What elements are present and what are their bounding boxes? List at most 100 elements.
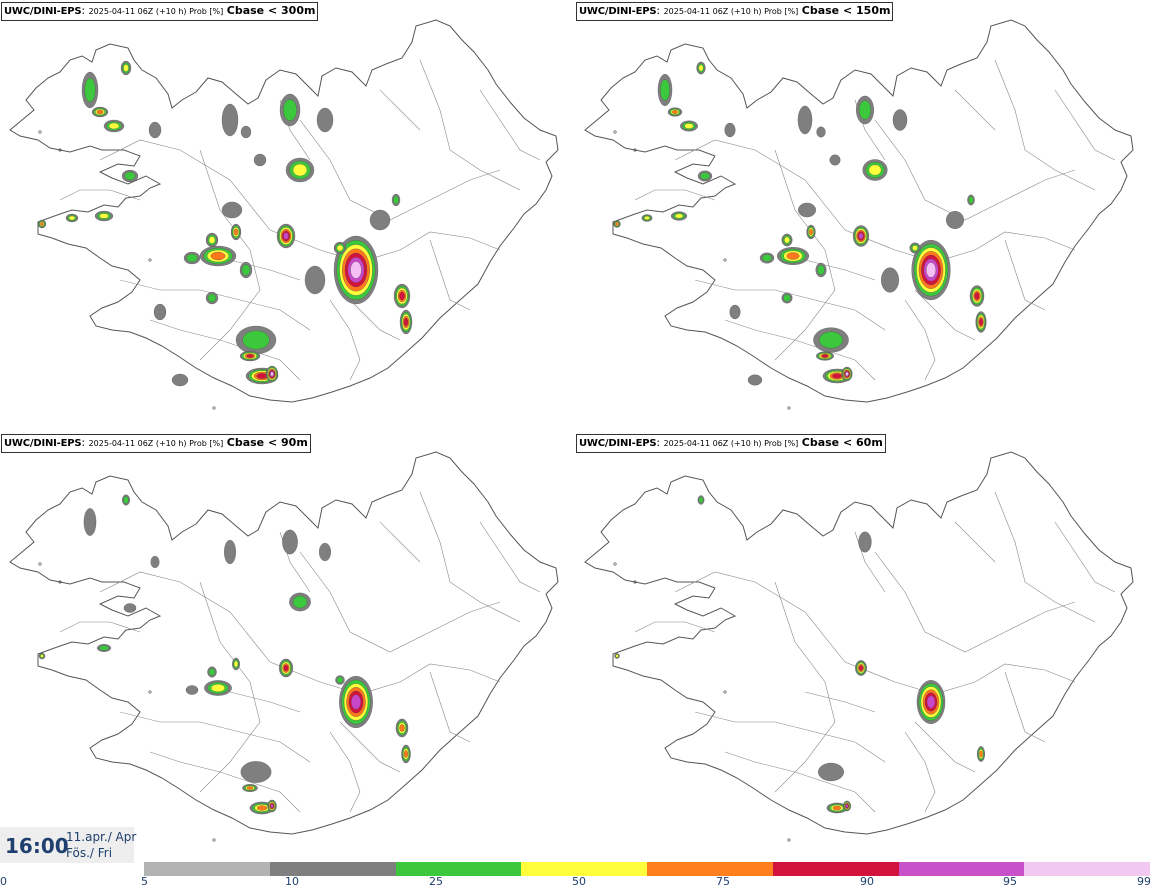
probability-area: [207, 666, 217, 678]
model-name: UWC/DINI-EPS: [579, 438, 657, 449]
probability-area: [199, 245, 237, 267]
valid-time-clock: 16:00: [5, 834, 69, 858]
catchment-boundary: [674, 571, 1076, 695]
probability-area: [81, 71, 99, 109]
probability-area: [852, 225, 870, 247]
field-name: Cbase < 90m: [226, 436, 308, 449]
island: [212, 406, 216, 410]
probability-area: [171, 373, 189, 387]
catchment-boundary: [634, 621, 716, 633]
probability-area: [816, 126, 826, 138]
probability-area: [97, 644, 111, 652]
probability-area: [909, 242, 921, 254]
probability-area: [892, 109, 908, 131]
catchment-boundary: [99, 571, 501, 695]
catchment-boundary: [149, 319, 301, 381]
probability-area: [205, 291, 219, 305]
probability-area: [826, 802, 848, 814]
catchment-boundary: [329, 299, 361, 381]
probability-area: [911, 239, 951, 301]
probability-area: [249, 801, 275, 815]
catchment-boundary: [329, 731, 361, 813]
probability-area: [333, 235, 379, 305]
probability-area: [232, 657, 240, 671]
valid-time-box: 16:00 11.apr./ Apr Fös./ Fri: [0, 827, 136, 863]
island: [613, 130, 617, 134]
probability-area: [667, 107, 683, 117]
probability-area: [781, 292, 793, 304]
catchment-boundary: [724, 751, 876, 813]
probability-area: [975, 311, 987, 333]
catchment-boundary: [339, 721, 401, 773]
island: [723, 690, 727, 694]
probability-area: [265, 365, 279, 383]
island: [212, 838, 216, 842]
probability-area: [641, 214, 653, 222]
map-panel-cbase-90: UWC/DINI-EPS: 2025-04-11 06Z (+10 h) Pro…: [0, 432, 575, 864]
probability-area: [285, 157, 315, 183]
probability-area: [282, 529, 298, 555]
catchment-boundary: [419, 59, 521, 191]
catchment-boundary: [954, 521, 996, 563]
catchment-boundary: [379, 89, 421, 131]
probability-area: [967, 194, 975, 206]
probability-area: [94, 210, 114, 222]
colorbar-segment: [144, 862, 271, 876]
probability-area: [858, 531, 872, 553]
colorbar-tick-label: 90: [860, 875, 874, 888]
catchment-boundary: [299, 551, 501, 653]
catchment-boundary: [59, 189, 141, 201]
catchment-boundary: [479, 89, 541, 161]
catchment-boundary: [694, 279, 886, 331]
probability-area: [204, 680, 232, 696]
map-panel-cbase-300: UWC/DINI-EPS: 2025-04-11 06Z (+10 h) Pro…: [0, 0, 575, 432]
run-info: 2025-04-11 06Z (+10 h) Prob [%]: [88, 439, 224, 448]
probability-area: [946, 211, 964, 229]
probability-area: [856, 95, 874, 125]
probability-area: [240, 761, 272, 783]
probability-area: [798, 202, 816, 218]
probability-area: [881, 267, 899, 293]
island: [787, 406, 791, 410]
colorbar-segment: [1024, 862, 1150, 876]
probability-area: [253, 153, 267, 167]
probability-area: [240, 125, 252, 139]
probability-area: [91, 106, 109, 118]
probability-area: [316, 107, 334, 133]
probability-area: [223, 539, 237, 565]
colorbar-segment: [395, 862, 522, 876]
catchment-boundary: [874, 551, 1076, 653]
probability-area: [724, 122, 736, 138]
probability-area: [815, 262, 827, 278]
probability-area: [613, 220, 621, 228]
panel-title: UWC/DINI-EPS: 2025-04-11 06Z (+10 h) Pro…: [576, 434, 886, 453]
probability-area: [818, 762, 844, 782]
catchment-boundary: [119, 279, 311, 331]
probability-area: [339, 676, 373, 728]
catchment-boundary: [229, 691, 301, 713]
catchment-boundary: [854, 531, 886, 593]
model-name: UWC/DINI-EPS: [579, 6, 657, 17]
catchment-boundary: [199, 581, 261, 793]
colorbar-segment: [269, 862, 396, 876]
colorbar-tick-label: 25: [429, 875, 443, 888]
probability-area: [65, 213, 79, 223]
colorbar-tick-label: 0: [0, 875, 7, 888]
catchment-boundary: [419, 491, 521, 623]
island: [38, 562, 42, 566]
probability-area: [747, 374, 763, 386]
iceland-map: [9, 451, 559, 842]
probability-area: [697, 170, 713, 182]
catchment-boundary: [99, 139, 501, 263]
panel-title: UWC/DINI-EPS: 2025-04-11 06Z (+10 h) Pro…: [1, 2, 319, 21]
probability-area: [276, 223, 296, 249]
island: [38, 130, 42, 134]
probability-area: [862, 159, 888, 181]
field-name: Cbase < 300m: [226, 4, 316, 17]
catchment-boundary: [994, 491, 1096, 623]
run-info: 2025-04-11 06Z (+10 h) Prob [%]: [88, 7, 224, 16]
catchment-boundary: [1004, 671, 1046, 743]
colorbar-segment: [898, 862, 1025, 876]
iceland-map: [584, 451, 1134, 842]
probability-area: [318, 542, 332, 562]
